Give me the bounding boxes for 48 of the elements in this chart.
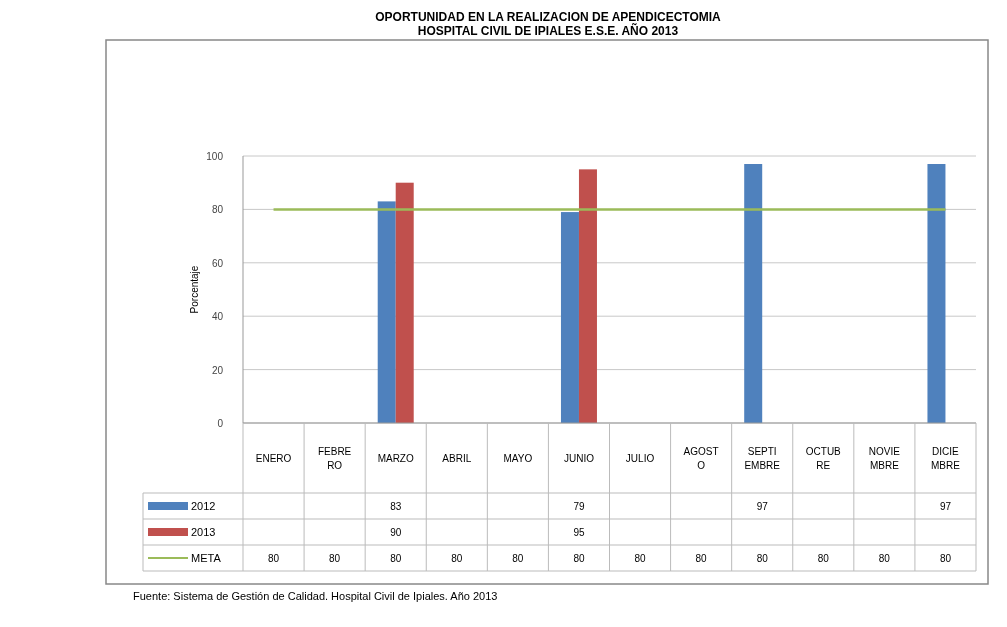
data-label: 90 bbox=[390, 527, 402, 538]
bar bbox=[927, 164, 946, 423]
data-label: 97 bbox=[939, 501, 952, 512]
data-label: 80 bbox=[390, 553, 402, 564]
legend-label: 2013 bbox=[191, 526, 216, 538]
legend-label: META bbox=[191, 552, 222, 564]
data-label: 80 bbox=[329, 553, 341, 564]
bar bbox=[377, 201, 396, 423]
data-label: 80 bbox=[939, 553, 952, 564]
x-tick-label: SEPTIEMBRE bbox=[744, 446, 781, 471]
chart-title: OPORTUNIDAD EN LA REALIZACION DE APENDICECTOMIA HOSPITAL CIVIL DE IPIALES E.S.E. AÑO 2013 bbox=[375, 10, 722, 38]
y-tick-label: 40 bbox=[211, 311, 224, 323]
data-label: 80 bbox=[817, 553, 830, 564]
bar bbox=[744, 164, 763, 423]
data-label: 80 bbox=[695, 553, 708, 564]
x-tick-label: MAYO bbox=[503, 453, 533, 464]
bar bbox=[578, 169, 597, 423]
x-tick-label: AGOSTO bbox=[683, 446, 719, 471]
x-tick-label: OCTUBRE bbox=[805, 446, 842, 471]
data-label: 80 bbox=[878, 553, 891, 564]
data-label: 80 bbox=[267, 553, 280, 564]
bar bbox=[395, 182, 414, 423]
y-tick-label: 60 bbox=[211, 257, 224, 269]
y-tick-label: 80 bbox=[211, 204, 224, 216]
x-tick-label: MARZO bbox=[377, 453, 414, 464]
x-tick-label: DICIEMBRE bbox=[931, 446, 961, 471]
y-axis-title: Porcentaje bbox=[189, 265, 200, 314]
data-label: 80 bbox=[451, 553, 463, 564]
bar bbox=[560, 212, 579, 423]
data-label: 80 bbox=[634, 553, 647, 564]
data-label: 97 bbox=[756, 501, 769, 512]
y-tick-label: 100 bbox=[206, 151, 224, 162]
x-tick-label: JUNIO bbox=[563, 453, 595, 464]
x-tick-label: JULIO bbox=[625, 453, 655, 464]
x-tick-label: ENERO bbox=[255, 453, 292, 464]
data-label: 95 bbox=[573, 527, 585, 538]
data-label: 80 bbox=[573, 553, 585, 564]
data-label: 80 bbox=[512, 553, 524, 564]
data-label: 83 bbox=[390, 501, 402, 512]
y-tick-label: 20 bbox=[211, 364, 224, 376]
x-tick-label: FEBRERO bbox=[317, 446, 352, 471]
x-tick-label: NOVIEMBRE bbox=[868, 446, 901, 471]
y-tick-label: 0 bbox=[217, 418, 224, 429]
legend-label: 2012 bbox=[191, 500, 216, 512]
x-tick-label: ABRIL bbox=[442, 453, 472, 464]
data-label: 80 bbox=[756, 553, 769, 564]
data-label: 79 bbox=[573, 501, 585, 512]
source-note: Fuente: Sistema de Gestión de Calidad. Hospital Civil de Ipiales. Año 2013 bbox=[133, 590, 498, 602]
